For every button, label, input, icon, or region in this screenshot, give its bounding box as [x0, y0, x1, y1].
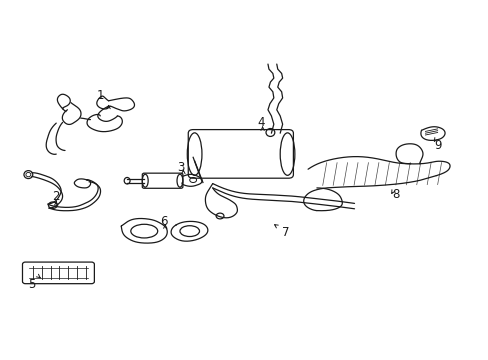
Text: 4: 4 — [257, 116, 265, 129]
Text: 7: 7 — [282, 226, 289, 239]
Text: 1: 1 — [96, 89, 104, 102]
Text: 8: 8 — [391, 188, 399, 201]
Text: 6: 6 — [160, 215, 167, 228]
Text: 3: 3 — [177, 161, 184, 174]
Text: 5: 5 — [28, 278, 36, 291]
Text: 2: 2 — [52, 190, 60, 203]
Text: 9: 9 — [433, 139, 441, 152]
